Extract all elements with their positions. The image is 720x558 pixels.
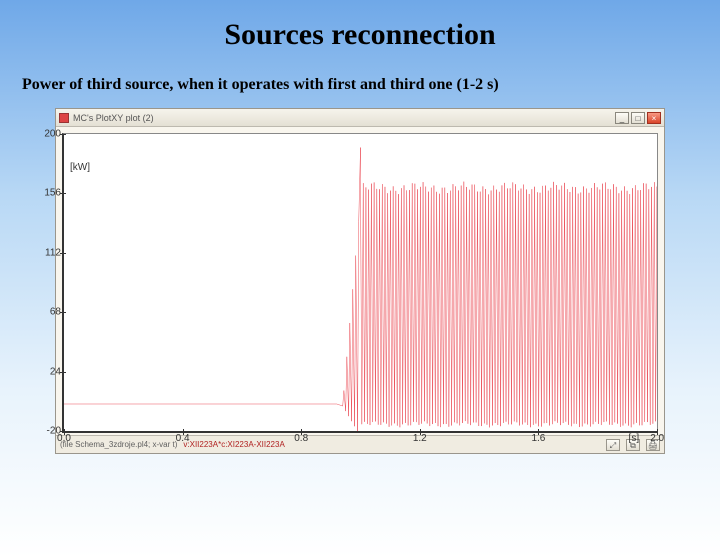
- x-tick-label: 0.0: [57, 433, 71, 444]
- x-tick-label: 0.8: [294, 433, 308, 444]
- x-tick-label: 0.4: [176, 433, 190, 444]
- slide-title: Sources reconnection: [0, 18, 720, 52]
- x-unit-and-tick: [s] 2.0: [629, 433, 665, 444]
- minimize-button[interactable]: _: [615, 112, 629, 124]
- y-tick-label: 156: [44, 188, 61, 199]
- status-button-1[interactable]: ⤢: [606, 439, 620, 451]
- plot-container: [kW] -2024681121562000.00.40.81.21.6[s] …: [56, 127, 664, 435]
- signal-trace: [64, 134, 657, 431]
- status-file: (file Schema_3zdroje.pl4; x-var t): [60, 440, 177, 449]
- window-title-text: MC's PlotXY plot (2): [73, 113, 154, 123]
- status-expression: v:XII223A*c:XI223A-XII223A: [183, 440, 284, 449]
- plot-area: [kW] -2024681121562000.00.40.81.21.6[s] …: [62, 133, 658, 433]
- x-tick-label: 1.6: [531, 433, 545, 444]
- x-tick-label: 1.2: [413, 433, 427, 444]
- maximize-button[interactable]: □: [631, 112, 645, 124]
- slide-subtitle: Power of third source, when it operates …: [22, 76, 720, 94]
- app-icon: [59, 113, 69, 123]
- window-titlebar: MC's PlotXY plot (2) _ □ ×: [56, 109, 664, 127]
- y-tick-label: 112: [45, 247, 61, 258]
- y-tick-label: 68: [50, 307, 61, 318]
- status-bar: (file Schema_3zdroje.pl4; x-var t) v:XII…: [56, 435, 664, 453]
- y-tick-label: 24: [50, 366, 61, 377]
- plot-window: MC's PlotXY plot (2) _ □ × [kW] -2024681…: [55, 108, 665, 454]
- close-button[interactable]: ×: [647, 112, 661, 124]
- y-tick-label: 200: [44, 129, 61, 140]
